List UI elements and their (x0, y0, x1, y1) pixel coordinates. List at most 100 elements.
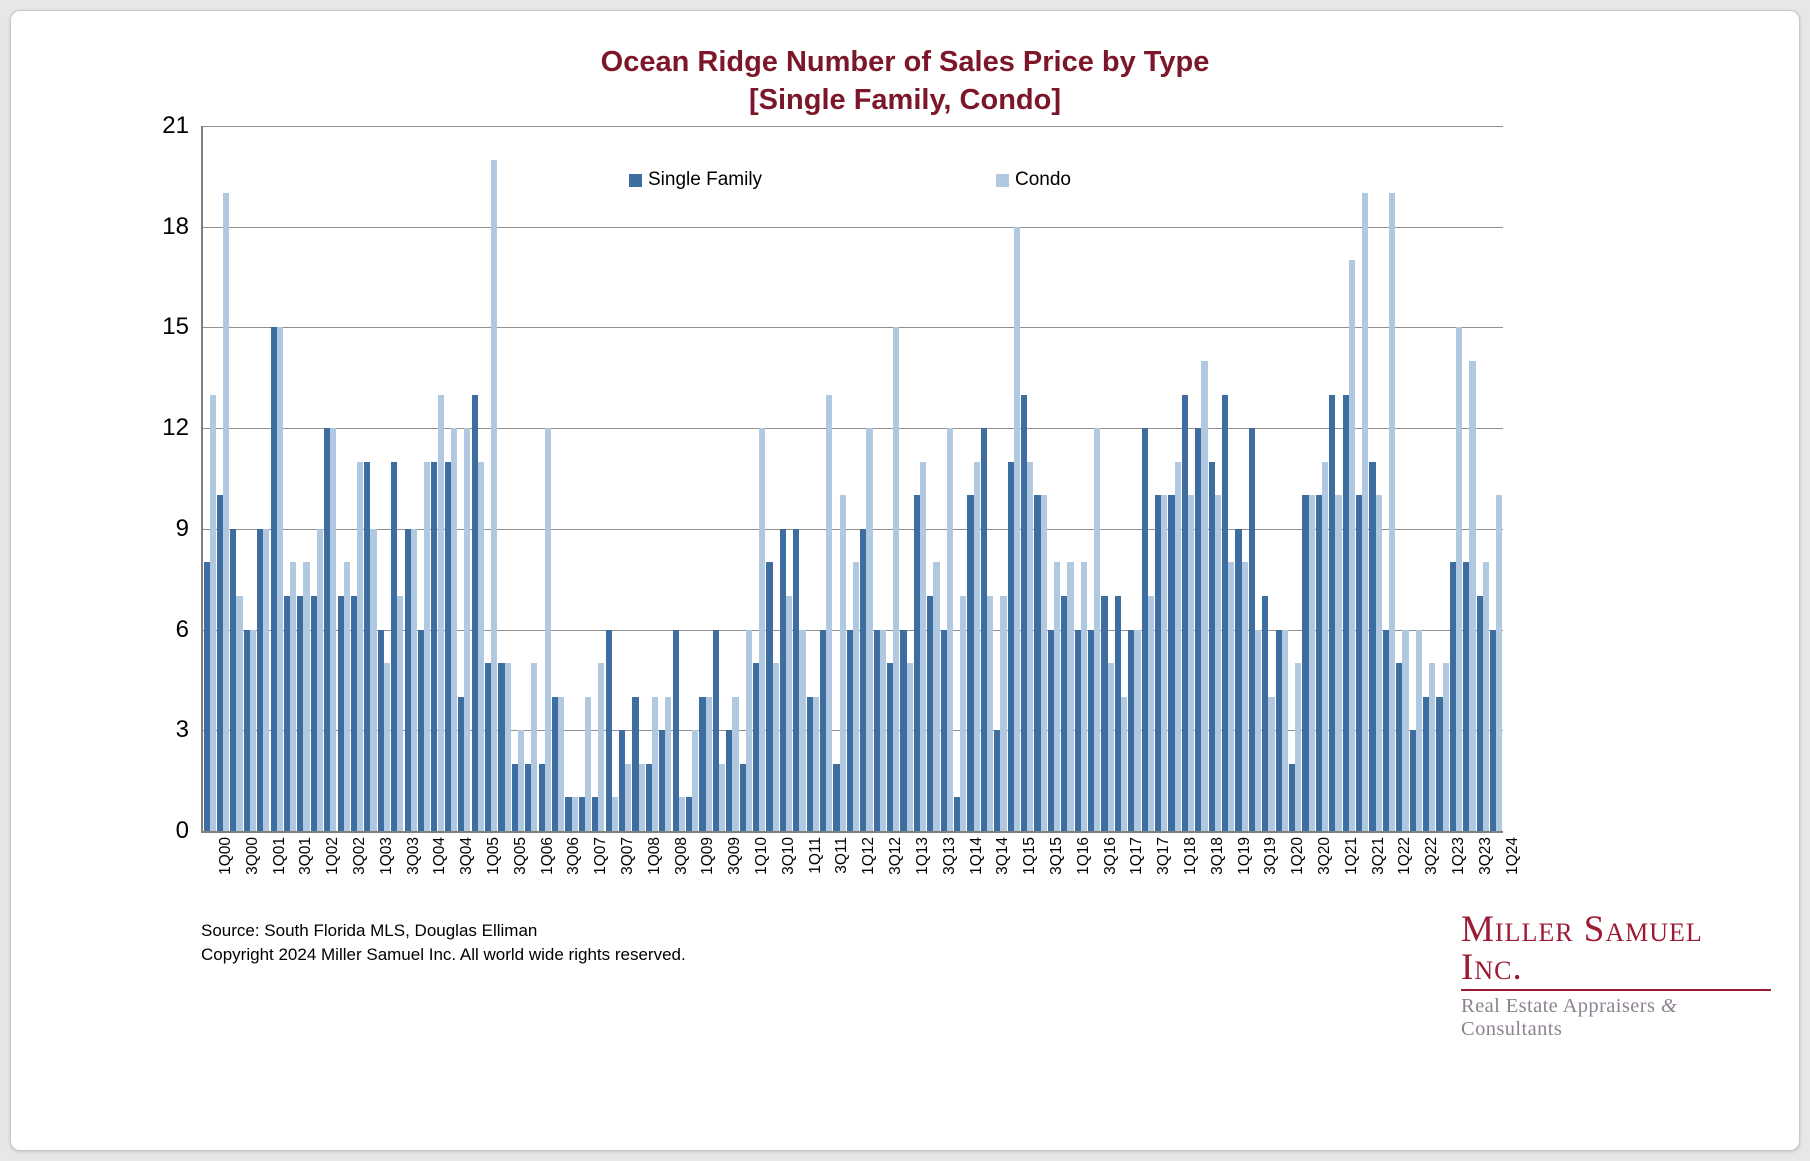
footer-text: Source: South Florida MLS, Douglas Ellim… (201, 919, 686, 967)
bar-3Q01-single-family (283, 596, 291, 831)
x-axis-label-3Q11: 3Q11 (833, 837, 851, 874)
bar-4Q22-single-family (1423, 696, 1430, 831)
y-axis-label-15: 15 (162, 313, 189, 341)
bar-1Q10-condo (745, 629, 752, 831)
x-axis-label-1Q08: 1Q08 (645, 837, 663, 875)
bar-3Q23-condo (1469, 361, 1476, 831)
bar-3Q08-single-family (659, 730, 666, 831)
x-axis-label-3Q07: 3Q07 (619, 837, 637, 875)
bar-4Q06-condo (571, 797, 578, 831)
bar-1Q10-single-family (739, 763, 746, 831)
bar-3Q12-condo (879, 629, 886, 831)
logo-name: Miller Samuel Inc. (1461, 911, 1771, 991)
x-axis-label-1Q12: 1Q12 (860, 837, 878, 875)
x-axis-label-3Q09: 3Q09 (726, 837, 744, 875)
bar-3Q20-single-family (1302, 495, 1309, 831)
source-line: Source: South Florida MLS, Douglas Ellim… (201, 921, 538, 940)
bar-2Q17-condo (1134, 629, 1141, 831)
legend-item-single-family: Single Family (629, 169, 762, 191)
bar-2Q03-condo (383, 663, 391, 831)
x-axis-label-3Q08: 3Q08 (672, 837, 690, 875)
bar-2Q09-condo (705, 696, 712, 831)
bar-1Q20-condo (1281, 629, 1288, 831)
x-axis-label-3Q00: 3Q00 (243, 837, 261, 875)
bar-4Q14-single-family (994, 730, 1001, 831)
bar-2Q13-single-family (913, 495, 920, 831)
logo-tagline: Real Estate Appraisers & Consultants (1461, 995, 1678, 1040)
x-axis-label-1Q01: 1Q01 (270, 837, 288, 875)
bar-1Q02-condo (316, 528, 324, 831)
y-axis-label-6: 6 (175, 615, 189, 643)
bar-1Q12-single-family (846, 629, 853, 831)
bar-4Q11-condo (839, 495, 846, 831)
x-axis-label-1Q04: 1Q04 (431, 837, 449, 875)
bar-1Q11-condo (799, 629, 806, 831)
bar-4Q06-single-family (565, 797, 572, 831)
y-axis-label-18: 18 (162, 212, 189, 240)
bar-2Q03-single-family (377, 629, 384, 831)
bar-4Q03-single-family (404, 528, 411, 831)
y-axis-label-3: 3 (175, 716, 189, 744)
gridline-12 (203, 428, 1503, 430)
legend-label-condo: Condo (1015, 169, 1071, 190)
legend-label-single-family: Single Family (648, 169, 763, 190)
bar-2Q10-single-family (752, 663, 760, 831)
bar-4Q23-condo (1482, 562, 1490, 831)
x-axis-label-1Q13: 1Q13 (913, 837, 931, 875)
bar-4Q17-single-family (1155, 495, 1162, 831)
x-axis-label-3Q20: 3Q20 (1315, 837, 1333, 875)
y-axis-label-9: 9 (175, 514, 189, 542)
bar-4Q00-single-family (243, 629, 250, 831)
bar-4Q07-condo (625, 763, 632, 831)
x-axis-label-1Q19: 1Q19 (1235, 837, 1253, 875)
bar-2Q23-condo (1456, 327, 1463, 831)
bar-1Q23-condo (1442, 663, 1449, 831)
bar-2Q17-single-family (1128, 629, 1135, 831)
bar-1Q15-single-family (1007, 461, 1014, 831)
bar-2Q07-condo (598, 663, 605, 831)
bar-1Q14-condo (960, 596, 967, 831)
bar-1Q22-single-family (1382, 629, 1390, 831)
bar-4Q01-single-family (297, 596, 304, 831)
bar-4Q04-condo (464, 428, 471, 831)
bar-1Q07-single-family (578, 797, 585, 831)
bar-2Q05-single-family (484, 663, 492, 831)
bar-4Q08-single-family (672, 629, 679, 831)
bar-4Q12-single-family (887, 663, 894, 831)
bar-2Q21-condo (1348, 260, 1355, 831)
bar-3Q17-condo (1147, 596, 1154, 831)
x-axis-label-3Q16: 3Q16 (1101, 837, 1119, 875)
bar-4Q20-single-family (1315, 495, 1323, 831)
bar-1Q04-single-family (417, 629, 425, 831)
bar-3Q17-single-family (1141, 428, 1148, 831)
bar-2Q23-single-family (1449, 562, 1457, 831)
x-axis-label-1Q17: 1Q17 (1128, 837, 1146, 875)
gridline-9 (203, 528, 1503, 530)
bar-3Q18-single-family (1195, 428, 1202, 831)
bar-4Q22-condo (1429, 663, 1436, 831)
gridline-15 (203, 327, 1503, 329)
bar-4Q19-condo (1268, 696, 1275, 831)
bar-4Q07-single-family (618, 730, 626, 831)
bar-3Q14-condo (986, 596, 994, 831)
bar-1Q16-single-family (1061, 596, 1068, 831)
bar-4Q16-single-family (1101, 596, 1108, 831)
bar-4Q13-single-family (940, 629, 947, 831)
x-axis-label-3Q15: 3Q15 (1047, 837, 1065, 875)
logo-ampersand: & (1660, 995, 1678, 1017)
bar-2Q04-single-family (431, 461, 438, 831)
bar-2Q14-condo (973, 461, 980, 831)
bar-1Q21-single-family (1329, 394, 1336, 831)
bar-4Q17-condo (1161, 495, 1168, 831)
x-axis-label-1Q00: 1Q00 (217, 837, 234, 875)
x-axis-label-3Q22: 3Q22 (1423, 837, 1441, 875)
bar-1Q01-condo (263, 528, 270, 831)
bar-3Q16-single-family (1088, 629, 1095, 831)
bar-2Q18-single-family (1181, 394, 1188, 831)
x-axis-label-1Q09: 1Q09 (699, 837, 717, 875)
bar-1Q08-condo (638, 763, 645, 831)
bar-2Q01-condo (276, 327, 283, 831)
bar-3Q00-single-family (230, 528, 237, 831)
x-axis-label-3Q21: 3Q21 (1369, 837, 1387, 875)
